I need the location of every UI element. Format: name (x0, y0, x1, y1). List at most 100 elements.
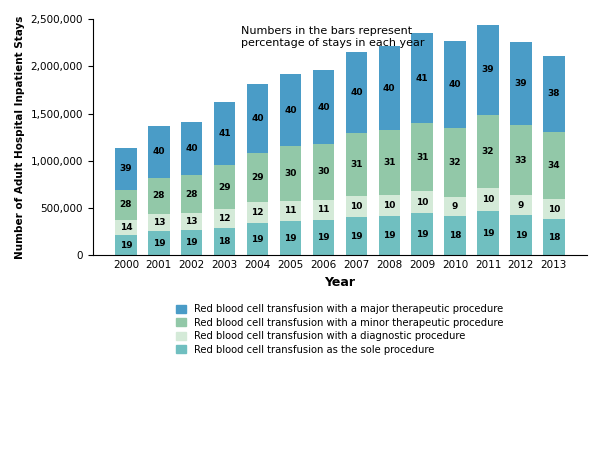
Bar (280, 201, 301, 221)
Text: 28: 28 (185, 190, 198, 199)
Text: 9: 9 (518, 201, 524, 210)
Bar (412, 213, 433, 255)
Text: 32: 32 (449, 158, 461, 167)
Bar (280, 221, 301, 255)
Bar (444, 128, 466, 197)
Text: 19: 19 (482, 229, 494, 238)
Text: 41: 41 (416, 73, 429, 82)
Text: 31: 31 (416, 153, 429, 162)
Text: 12: 12 (252, 208, 264, 217)
Text: 29: 29 (251, 173, 264, 182)
Text: 18: 18 (548, 233, 560, 242)
Bar (543, 56, 565, 132)
Bar (477, 211, 498, 255)
Text: 18: 18 (449, 231, 461, 240)
Text: 34: 34 (548, 161, 560, 170)
Bar (181, 213, 202, 230)
Bar (214, 228, 235, 255)
Bar (247, 84, 268, 153)
Bar (444, 216, 466, 255)
Text: 11: 11 (317, 205, 330, 214)
Bar (115, 220, 137, 235)
Text: 19: 19 (120, 241, 132, 250)
Bar (477, 189, 498, 211)
Text: 19: 19 (152, 238, 165, 247)
Text: 40: 40 (152, 147, 165, 156)
Bar (148, 178, 170, 214)
Text: 18: 18 (219, 237, 231, 246)
Legend: Red blood cell transfusion with a major therapeutic procedure, Red blood cell tr: Red blood cell transfusion with a major … (172, 300, 507, 359)
Bar (312, 200, 334, 220)
Y-axis label: Number of Adult Hospital Inpatient Stays: Number of Adult Hospital Inpatient Stays (15, 16, 25, 259)
Text: 40: 40 (252, 114, 264, 123)
Bar (379, 195, 400, 216)
Bar (543, 200, 565, 219)
Text: 19: 19 (515, 230, 527, 239)
Text: Numbers in the bars represent
percentage of stays in each year: Numbers in the bars represent percentage… (241, 26, 424, 48)
Bar (412, 33, 433, 123)
Text: 30: 30 (284, 169, 297, 178)
Bar (444, 197, 466, 216)
Text: 39: 39 (120, 164, 132, 173)
Text: 41: 41 (219, 129, 231, 138)
Text: 13: 13 (152, 218, 165, 227)
Bar (115, 235, 137, 255)
Bar (346, 196, 367, 217)
Bar (214, 102, 235, 165)
Bar (510, 125, 532, 195)
Text: 33: 33 (515, 156, 527, 165)
Bar (346, 133, 367, 196)
Bar (115, 190, 137, 220)
Text: 10: 10 (416, 198, 429, 207)
Bar (280, 74, 301, 146)
Bar (412, 123, 433, 191)
Bar (444, 41, 466, 128)
Bar (510, 215, 532, 255)
Text: 11: 11 (284, 206, 297, 215)
Text: 30: 30 (317, 167, 330, 176)
Text: 40: 40 (317, 102, 330, 111)
Text: 28: 28 (152, 191, 165, 200)
Text: 14: 14 (120, 223, 132, 232)
Bar (148, 126, 170, 178)
Bar (181, 175, 202, 213)
Text: 40: 40 (449, 80, 461, 89)
Bar (412, 191, 433, 213)
Bar (543, 219, 565, 255)
Text: 19: 19 (350, 231, 362, 240)
Bar (510, 42, 532, 125)
Text: 31: 31 (350, 160, 362, 169)
Text: 10: 10 (482, 195, 494, 204)
Bar (379, 130, 400, 195)
Bar (543, 132, 565, 200)
Bar (181, 122, 202, 175)
Bar (312, 220, 334, 255)
Bar (115, 147, 137, 190)
Bar (312, 144, 334, 200)
Text: 29: 29 (219, 182, 231, 191)
Text: 40: 40 (185, 144, 198, 153)
Text: 40: 40 (383, 84, 396, 93)
Bar (247, 153, 268, 202)
Bar (477, 115, 498, 189)
Text: 40: 40 (284, 106, 297, 115)
Text: 9: 9 (452, 202, 458, 211)
X-axis label: Year: Year (324, 276, 355, 289)
Text: 19: 19 (251, 235, 264, 244)
Bar (346, 52, 367, 133)
Text: 19: 19 (383, 231, 396, 240)
Text: 19: 19 (416, 230, 429, 239)
Bar (214, 210, 235, 228)
Bar (346, 217, 367, 255)
Bar (247, 223, 268, 255)
Text: 10: 10 (350, 202, 362, 211)
Text: 31: 31 (383, 158, 396, 167)
Text: 10: 10 (383, 201, 396, 210)
Bar (148, 231, 170, 255)
Bar (510, 195, 532, 215)
Text: 10: 10 (548, 205, 560, 214)
Bar (148, 214, 170, 231)
Bar (477, 25, 498, 115)
Bar (214, 165, 235, 210)
Text: 38: 38 (548, 89, 560, 98)
